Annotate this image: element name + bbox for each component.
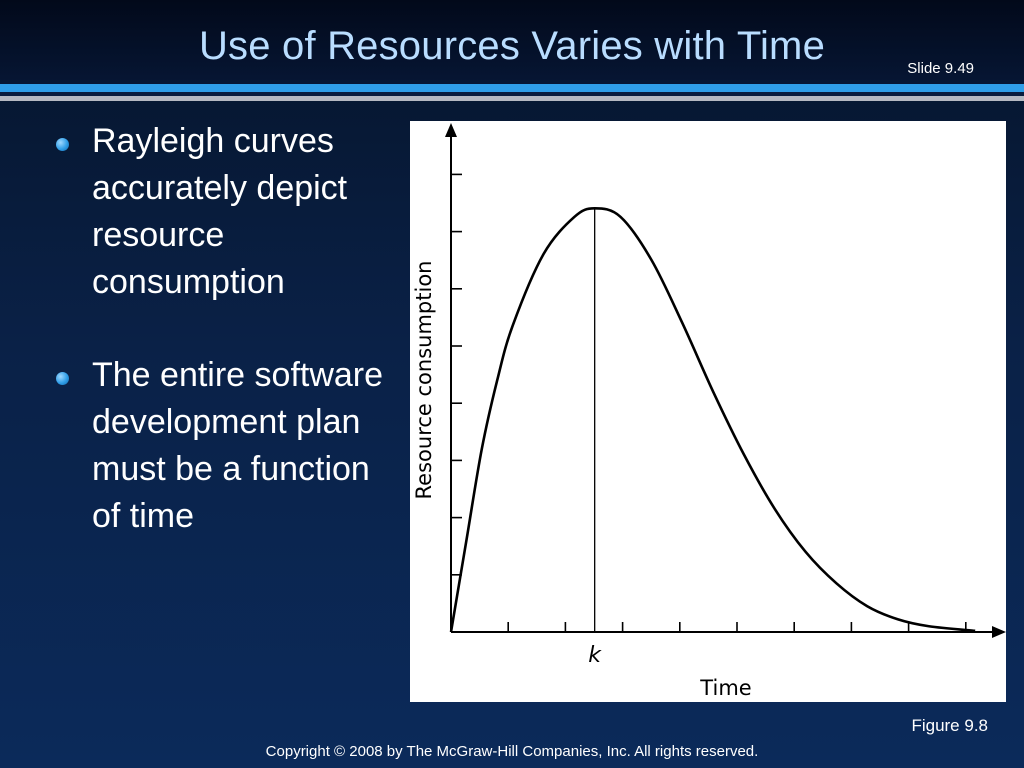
y-axis-label: Resource consumption — [412, 261, 436, 500]
slide-number: Slide 9.49 — [907, 60, 974, 77]
bullet-dot-icon — [56, 372, 69, 385]
x-axis-arrow-icon — [992, 626, 1006, 638]
bullet-text: The entire software development plan mus… — [92, 356, 384, 535]
y-axis-arrow-icon — [445, 123, 457, 137]
series-line — [449, 207, 976, 633]
title-bar — [0, 0, 1024, 84]
bullet-text: Rayleigh curves accurately depict resour… — [92, 122, 348, 301]
bullet-item: The entire software development plan mus… — [52, 352, 402, 540]
accent-rule — [0, 84, 1024, 92]
rayleigh-chart: k Time Resource consumption — [412, 123, 1006, 700]
figure-caption: Figure 9.8 — [911, 716, 988, 735]
x-axis-label: Time — [699, 676, 751, 700]
bullet-dot-icon — [56, 138, 69, 151]
x-tick-label: k — [588, 643, 602, 668]
figure-panel: k Time Resource consumption — [410, 121, 1006, 702]
divider-rule — [0, 96, 1024, 101]
slide-title: Use of Resources Varies with Time — [198, 24, 826, 68]
copyright-notice: Copyright © 2008 by The McGraw-Hill Comp… — [265, 743, 759, 760]
bullet-item: Rayleigh curves accurately depict resour… — [52, 118, 402, 306]
bullet-list: Rayleigh curves accurately depict resour… — [52, 118, 402, 586]
rule-gap — [0, 92, 1024, 96]
